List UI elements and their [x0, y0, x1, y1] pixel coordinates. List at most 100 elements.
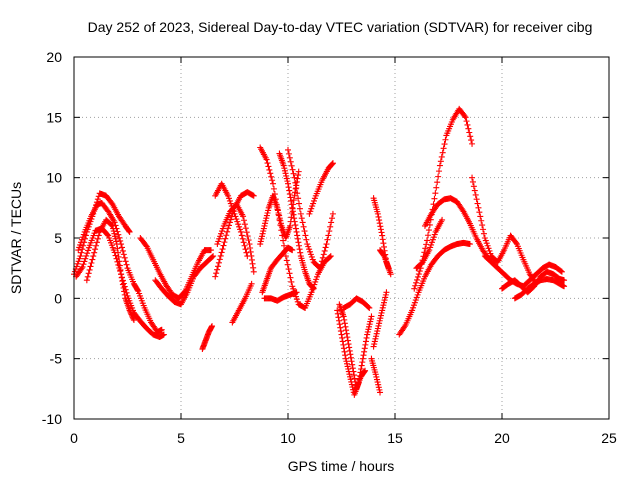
data-point — [377, 389, 384, 396]
data-point — [285, 146, 291, 153]
data-point — [269, 177, 276, 184]
data-point — [216, 235, 223, 242]
data-point — [373, 376, 380, 383]
data-point — [113, 241, 120, 248]
data-point — [87, 263, 94, 270]
data-point — [297, 210, 304, 217]
data-point — [234, 218, 241, 225]
data-point — [304, 241, 311, 248]
data-point — [250, 192, 257, 199]
data-point — [233, 216, 240, 223]
data-point — [83, 252, 90, 259]
data-point — [127, 310, 134, 317]
data-point — [366, 323, 373, 330]
data-point — [85, 270, 92, 277]
data-point — [276, 212, 283, 219]
data-point — [335, 314, 342, 321]
data-point — [75, 247, 82, 254]
data-point — [373, 373, 380, 380]
data-point — [242, 246, 249, 253]
data-point — [119, 281, 126, 288]
data-point — [78, 239, 85, 246]
data-point — [351, 375, 358, 382]
data-point — [351, 372, 358, 379]
data-point — [283, 172, 290, 179]
data-point — [238, 232, 245, 239]
tick-labels: 0 5 10 15 20 25 -10 -5 0 5 10 15 20 — [42, 49, 617, 446]
data-point — [93, 242, 100, 249]
data-point — [280, 237, 287, 244]
data-point — [344, 337, 351, 344]
data-point — [561, 277, 568, 284]
data-point — [346, 347, 353, 354]
data-point — [160, 331, 167, 338]
data-point — [261, 222, 268, 229]
data-point — [473, 196, 480, 203]
data-point — [482, 237, 489, 244]
chart-title: Day 252 of 2023, Sidereal Day-to-day VTE… — [88, 19, 593, 35]
data-point — [284, 261, 291, 268]
data-point — [296, 200, 303, 207]
data-point — [373, 333, 380, 340]
data-point — [120, 251, 127, 258]
data-point — [209, 323, 216, 330]
data-point — [109, 222, 116, 229]
data-point — [338, 331, 345, 338]
data-point — [115, 253, 122, 260]
data-point — [76, 255, 83, 262]
data-point — [212, 273, 219, 280]
grid — [73, 56, 610, 420]
data-point — [275, 210, 282, 217]
data-point — [441, 141, 448, 148]
data-point — [309, 284, 316, 291]
data-point — [118, 271, 125, 278]
data-point — [280, 162, 287, 169]
data-point — [308, 205, 315, 212]
data-point — [240, 213, 247, 220]
data-point — [348, 381, 355, 388]
data-point — [288, 162, 295, 169]
data-point — [114, 245, 121, 252]
data-point — [424, 237, 431, 244]
data-point — [225, 225, 232, 232]
data-point — [307, 208, 314, 215]
data-point — [442, 136, 449, 143]
data-point — [111, 219, 118, 226]
data-point — [226, 197, 233, 204]
data-point — [343, 330, 350, 337]
data-point — [239, 235, 246, 242]
data-point — [248, 256, 255, 263]
x-tick-label: 25 — [601, 430, 617, 446]
data-point — [291, 174, 298, 181]
data-point — [298, 215, 305, 222]
data-point — [414, 291, 421, 298]
data-point — [358, 366, 365, 373]
data-point — [295, 172, 302, 179]
data-point — [237, 226, 244, 233]
data-point — [318, 261, 325, 268]
data-point — [289, 208, 296, 215]
data-point — [247, 248, 254, 255]
data-point — [292, 179, 299, 186]
data-point — [118, 274, 125, 281]
data-point — [259, 233, 266, 240]
data-point — [470, 183, 477, 190]
data-point — [282, 170, 289, 177]
data-point — [485, 245, 492, 252]
data-point — [379, 307, 386, 314]
data-point — [334, 310, 341, 317]
data-point — [376, 220, 383, 227]
data-point — [258, 235, 265, 242]
data-point — [294, 235, 301, 242]
data-point — [217, 252, 224, 259]
data-point — [283, 175, 290, 182]
data-point — [73, 263, 80, 270]
data-point — [243, 249, 250, 256]
data-point — [328, 161, 335, 168]
data-point — [358, 362, 365, 369]
x-tick-label: 15 — [387, 430, 403, 446]
data-point — [340, 341, 347, 348]
data-point — [290, 197, 297, 204]
data-point — [287, 274, 294, 281]
data-point — [81, 258, 88, 265]
